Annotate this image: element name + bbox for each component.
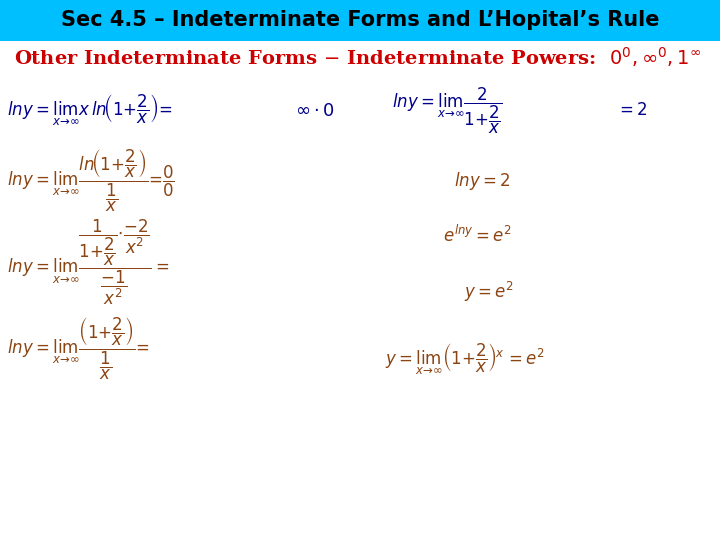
Text: $lny = \lim_{x \to \infty} x\,ln\!\left(1 + \dfrac{2}{x}\right) = $: $lny = \lim_{x \to \infty} x\,ln\!\left(… — [7, 93, 173, 129]
FancyBboxPatch shape — [0, 0, 720, 40]
Text: $lny = \lim_{x \to \infty} \dfrac{\left(1 + \dfrac{2}{x}\right)}{\dfrac{1}{x}} =: $lny = \lim_{x \to \infty} \dfrac{\left(… — [7, 315, 150, 381]
Text: $lny = \lim_{x \to \infty} \dfrac{\dfrac{1}{1+\dfrac{2}{x}} \cdot \dfrac{-2}{x^2: $lny = \lim_{x \to \infty} \dfrac{\dfrac… — [7, 217, 169, 307]
Text: $e^{lny} = e^2$: $e^{lny} = e^2$ — [443, 224, 511, 246]
Text: $y = \lim_{x \to \infty} \left(1 + \dfrac{2}{x}\right)^{\!x} = e^2$: $y = \lim_{x \to \infty} \left(1 + \dfra… — [385, 341, 545, 377]
Text: $lny = \lim_{x \to \infty} \dfrac{ln\!\left(1 + \dfrac{2}{x}\right)}{\dfrac{1}{x: $lny = \lim_{x \to \infty} \dfrac{ln\!\l… — [7, 148, 175, 214]
Text: Sec 4.5 – Indeterminate Forms and L’Hopital’s Rule: Sec 4.5 – Indeterminate Forms and L’Hopi… — [60, 10, 660, 30]
Text: $lny = \lim_{x \to \infty} \dfrac{2}{1 + \dfrac{2}{x}}$: $lny = \lim_{x \to \infty} \dfrac{2}{1 +… — [392, 85, 503, 136]
Text: $= 2$: $= 2$ — [616, 102, 647, 119]
Text: $\infty \cdot 0$: $\infty \cdot 0$ — [295, 102, 335, 120]
Text: Other Indeterminate Forms $-$ Indeterminate Powers:  $0^0,\infty^0,1^\infty$: Other Indeterminate Forms $-$ Indetermin… — [14, 45, 702, 69]
Text: $lny = 2$: $lny = 2$ — [454, 170, 510, 192]
Text: $y = e^2$: $y = e^2$ — [464, 280, 514, 303]
